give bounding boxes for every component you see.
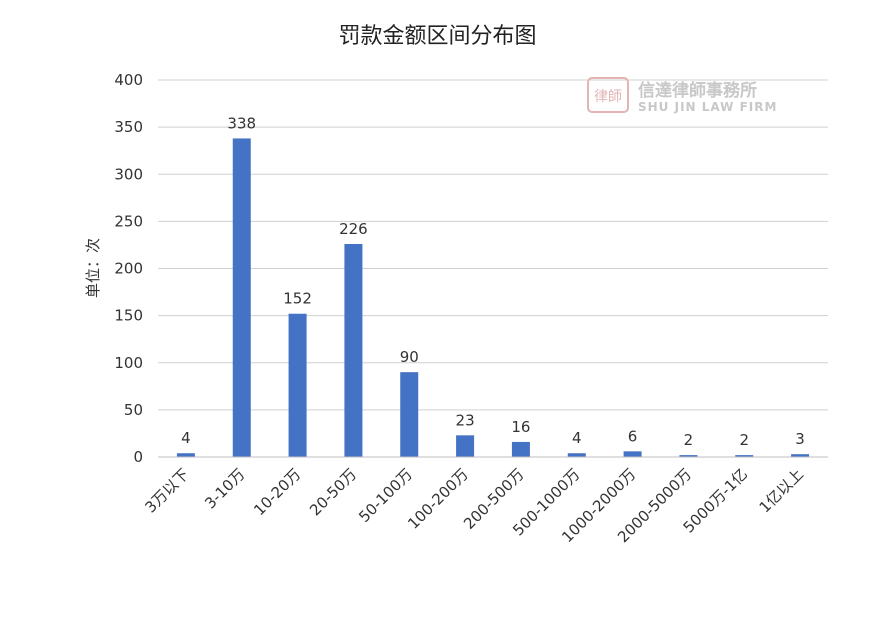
chart-title: 罚款金额区间分布图 — [338, 24, 537, 49]
bar — [567, 453, 586, 457]
y-tick-label: 200 — [114, 260, 143, 278]
watermark-name-en: SHU JIN LAW FIRM — [638, 100, 777, 114]
bars — [176, 138, 810, 457]
data-label: 90 — [400, 348, 419, 366]
bar — [456, 435, 475, 457]
x-tick-label: 3-10万 — [201, 465, 248, 512]
bar — [344, 243, 363, 457]
y-tick-label: 0 — [133, 448, 143, 466]
bar — [679, 455, 698, 457]
gridlines — [158, 79, 828, 411]
data-label: 4 — [572, 429, 582, 447]
data-label: 3 — [795, 430, 805, 448]
data-label: 152 — [283, 290, 312, 308]
x-axis-labels: 3万以下 3-10万 10-20万 20-50万50-100万100-200万200-… — [141, 465, 806, 546]
bar — [735, 455, 754, 457]
data-label: 2 — [684, 431, 694, 449]
x-tick-label: 10-20万 — [250, 465, 304, 519]
x-tick-label: 1亿以上 — [756, 465, 807, 516]
y-tick-label: 350 — [114, 118, 143, 136]
data-label: 4 — [181, 429, 191, 447]
bar — [511, 441, 530, 457]
data-label: 23 — [456, 411, 475, 429]
bar — [288, 313, 307, 457]
y-tick-label: 250 — [114, 212, 143, 230]
bar — [791, 454, 810, 457]
law-firm-watermark: 律師 信達律師事務所 SHU JIN LAW FIRM — [587, 77, 777, 114]
data-label: 2 — [739, 431, 749, 449]
y-axis-ticks: 0 50 100 150 200 250 300 350 400 — [114, 71, 143, 466]
data-label: 6 — [628, 427, 638, 445]
bar — [400, 372, 419, 457]
bar — [176, 453, 195, 457]
bar — [623, 451, 642, 457]
seal-icon — [587, 77, 629, 113]
y-tick-label: 50 — [124, 401, 143, 419]
y-tick-label: 150 — [114, 307, 143, 325]
data-label: 16 — [511, 418, 530, 436]
x-tick-label: 3万以下 — [141, 465, 192, 516]
data-label: 338 — [227, 114, 256, 132]
y-tick-label: 400 — [114, 71, 143, 89]
bar — [232, 138, 251, 457]
seal-text: 律師 — [594, 89, 622, 105]
y-tick-label: 300 — [114, 165, 143, 183]
x-tick-label: 20-50万 — [306, 465, 360, 519]
data-label: 226 — [339, 220, 368, 238]
y-tick-label: 100 — [114, 354, 143, 372]
watermark-name-cn: 信達律師事務所 — [638, 80, 757, 101]
y-axis-label: 单位：次 — [84, 238, 102, 298]
